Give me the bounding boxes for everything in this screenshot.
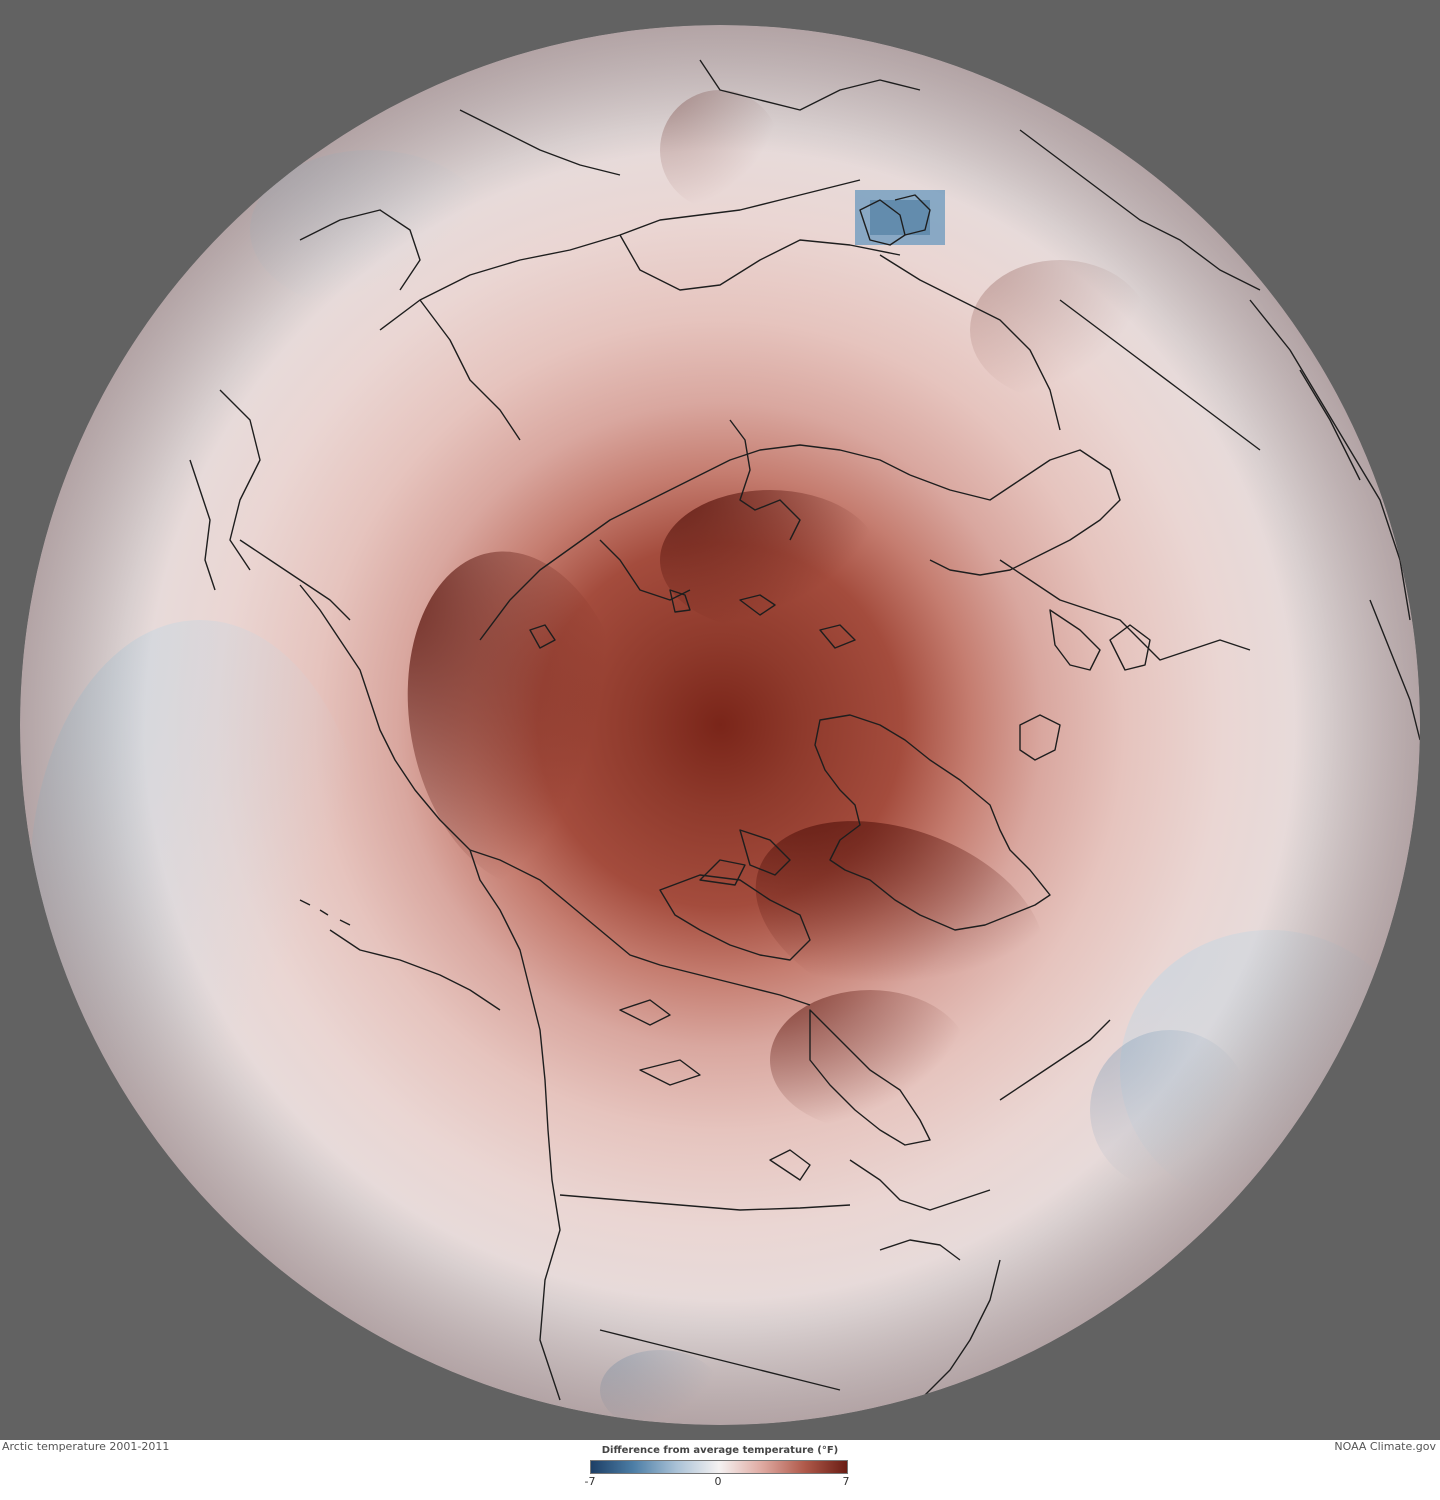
temperature-field xyxy=(20,25,1420,1425)
legend-tick-mid: 0 xyxy=(714,1475,722,1488)
legend-tick-min: -7 xyxy=(584,1475,596,1488)
coastline-outlines xyxy=(189,59,1420,1401)
legend-color-bar xyxy=(590,1460,848,1474)
map-credit: NOAA Climate.gov xyxy=(1334,1440,1436,1453)
legend-tick-max: 7 xyxy=(842,1475,850,1488)
map-title: Arctic temperature 2001-2011 xyxy=(2,1440,170,1453)
map-footer: Arctic temperature 2001-2011 NOAA Climat… xyxy=(0,1440,1440,1500)
legend-title: Difference from average temperature (°F) xyxy=(601,1445,839,1456)
globe-map xyxy=(20,25,1420,1425)
color-legend: Difference from average temperature (°F)… xyxy=(560,1440,880,1500)
map-area xyxy=(0,0,1440,1440)
